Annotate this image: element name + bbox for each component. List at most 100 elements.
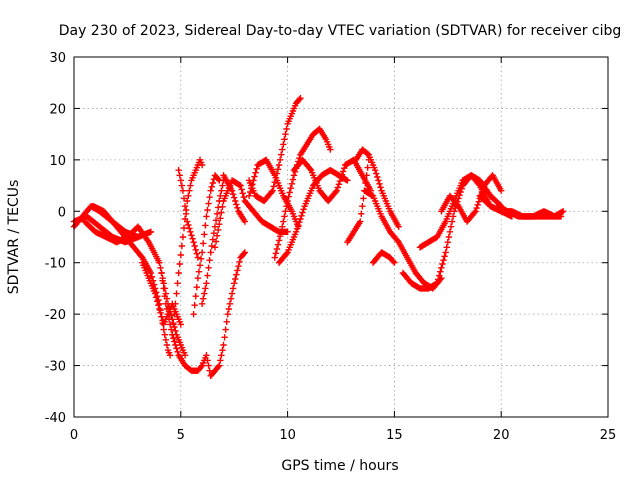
data-point — [240, 193, 248, 201]
series-arc4 — [90, 202, 174, 359]
data-point — [197, 363, 205, 371]
data-point — [148, 273, 156, 281]
data-point — [178, 242, 186, 250]
x-tick-label: 15 — [386, 428, 403, 443]
data-point — [172, 300, 179, 308]
data-point — [212, 217, 220, 224]
data-point — [251, 173, 258, 180]
data-point — [333, 187, 340, 194]
data-point — [217, 215, 224, 222]
data-point — [202, 222, 209, 229]
data-point — [202, 285, 209, 292]
series-arc12 — [220, 172, 249, 225]
data-point — [229, 190, 237, 198]
data-point — [332, 188, 339, 196]
data-point — [201, 231, 208, 238]
data-point — [180, 224, 188, 232]
data-point — [198, 300, 206, 308]
data-point — [284, 228, 291, 236]
data-point — [334, 184, 341, 191]
data-point — [209, 179, 217, 187]
data-point — [472, 208, 479, 215]
data-point — [203, 352, 210, 359]
data-point — [275, 237, 283, 244]
data-point — [371, 166, 379, 174]
data-point — [454, 201, 461, 209]
chart-title: Day 230 of 2023, Sidereal Day-to-day VTE… — [59, 23, 622, 39]
data-point — [279, 146, 286, 153]
data-point — [449, 213, 457, 220]
data-point — [377, 184, 384, 191]
data-point — [181, 215, 189, 223]
data-point — [219, 203, 226, 210]
data-point — [394, 237, 401, 245]
data-point — [203, 213, 210, 220]
data-point — [475, 198, 482, 205]
y-tick-label: 30 — [49, 51, 66, 66]
data-point — [471, 209, 478, 216]
data-point — [439, 260, 446, 268]
data-point — [442, 249, 449, 256]
data-point — [437, 268, 444, 275]
data-point — [170, 321, 177, 328]
data-point — [228, 187, 236, 194]
series-arc15 — [271, 125, 334, 261]
data-point — [204, 272, 211, 279]
data-point — [287, 184, 295, 192]
data-point — [226, 300, 234, 308]
data-point — [151, 290, 159, 297]
series-arc10 — [198, 177, 227, 308]
data-point — [158, 269, 165, 277]
data-point — [434, 276, 442, 283]
data-point — [237, 182, 244, 189]
data-point — [364, 164, 371, 171]
data-point — [358, 210, 365, 218]
data-point — [274, 166, 282, 173]
data-point — [209, 236, 217, 243]
data-point — [207, 249, 214, 256]
data-point — [300, 206, 307, 213]
data-point — [276, 156, 284, 164]
data-point — [194, 254, 202, 261]
data-point — [375, 177, 382, 184]
data-point — [147, 228, 155, 236]
data-point — [270, 183, 277, 190]
data-point — [217, 192, 224, 200]
data-point — [440, 256, 447, 264]
data-point — [211, 223, 219, 230]
data-point — [213, 210, 221, 218]
data-point — [245, 192, 253, 200]
data-point — [218, 209, 225, 216]
data-point — [474, 201, 481, 209]
y-tick-label: -10 — [45, 257, 66, 272]
y-tick-label: -30 — [45, 360, 66, 375]
data-point — [284, 197, 291, 205]
data-point — [176, 172, 183, 179]
data-point — [159, 277, 166, 284]
data-point — [279, 223, 286, 230]
series-arc21 — [369, 249, 398, 266]
data-point — [178, 182, 186, 189]
data-point — [443, 244, 450, 251]
data-point — [306, 165, 314, 173]
data-point — [225, 305, 233, 313]
data-point — [362, 179, 369, 187]
data-point — [212, 238, 220, 245]
data-point — [174, 280, 181, 287]
series-arc14 — [245, 94, 304, 205]
data-point — [336, 177, 344, 185]
plot-frame — [73, 56, 609, 418]
data-point — [479, 185, 487, 192]
data-point — [172, 341, 179, 349]
data-point — [219, 346, 226, 354]
x-tick-label: 20 — [493, 428, 510, 443]
data-point — [185, 192, 192, 200]
data-point — [218, 352, 225, 359]
data-point — [232, 275, 239, 283]
y-tick-label: 10 — [49, 154, 66, 169]
data-point — [335, 181, 343, 188]
data-point — [181, 352, 189, 359]
data-point — [165, 316, 173, 323]
data-point — [214, 363, 222, 371]
data-point — [277, 228, 285, 236]
